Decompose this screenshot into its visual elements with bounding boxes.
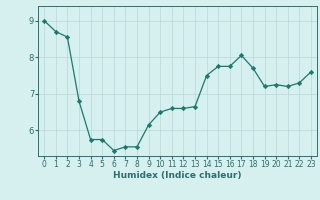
X-axis label: Humidex (Indice chaleur): Humidex (Indice chaleur) xyxy=(113,171,242,180)
